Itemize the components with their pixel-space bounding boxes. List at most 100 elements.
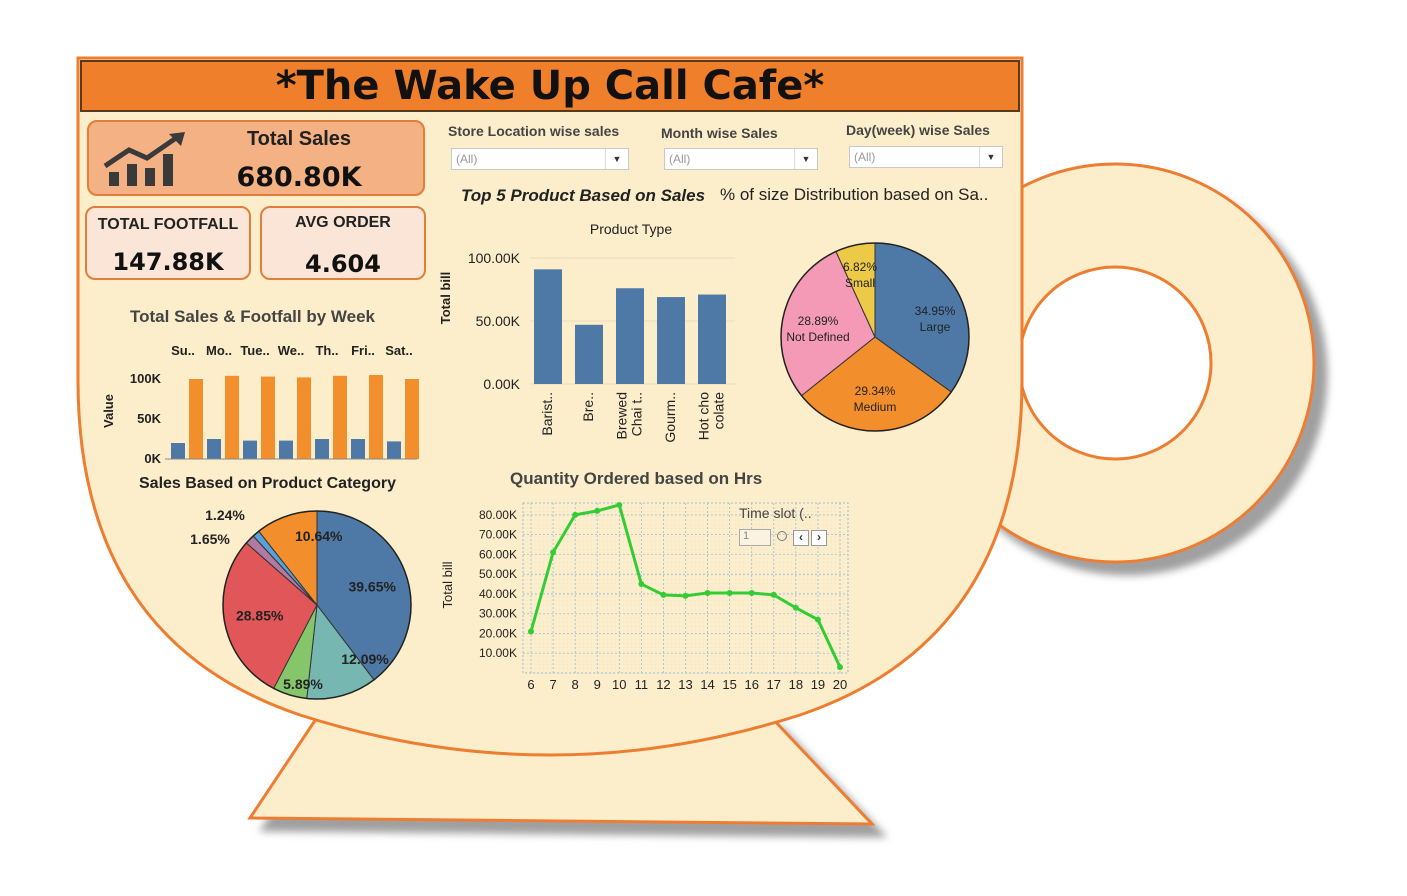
kpi-total-footfall-card: TOTAL FOOTFALL 147.88K (85, 206, 251, 280)
hourly-point (594, 507, 601, 514)
top5-bar (657, 297, 685, 384)
top5-y-axis-label: Total bill (438, 272, 453, 324)
chevron-down-icon[interactable]: ▼ (979, 147, 1002, 167)
weekly-bar (189, 379, 203, 459)
time-slot-input[interactable]: 1 (739, 529, 771, 546)
hourly-y-tick: 70.00K (479, 528, 517, 542)
hourly-point (814, 616, 821, 623)
hourly-x-tick: 11 (635, 677, 649, 692)
top5-bar-chart: Product Type Total bill 100.00K 50.00K 0.00K… (438, 221, 735, 443)
size-pie-pct: 29.34% (855, 384, 896, 398)
weekly-bar (387, 441, 401, 459)
weekly-x-tick: Sat.. (385, 343, 412, 358)
dashboard-title-bar: *The Wake Up Call Cafe* (80, 60, 1020, 112)
chevron-down-icon[interactable]: ▼ (794, 149, 817, 169)
kpi-avg-order-label: AVG ORDER (295, 214, 391, 231)
size-pie-name: Small (845, 276, 875, 290)
chevron-down-icon[interactable]: ▼ (605, 149, 628, 169)
hourly-point (528, 628, 534, 635)
hourly-x-tick: 14 (700, 677, 714, 692)
weekly-bar (405, 379, 419, 459)
size-pie-pct: 34.95% (915, 304, 956, 318)
page-title: *The Wake Up Call Cafe* (275, 63, 825, 109)
hourly-point (682, 592, 689, 599)
top5-x-tick: Chai t.. (629, 392, 645, 436)
time-slot-label: Time slot (.. (739, 505, 812, 521)
top5-bar (575, 324, 603, 384)
filter-store-location-dropdown[interactable]: (All) ▼ (451, 148, 629, 170)
category-pie-label: 28.85% (236, 608, 284, 624)
play-icon[interactable] (777, 531, 787, 541)
weekly-x-tick: Su.. (171, 343, 195, 358)
weekly-chart-title: Total Sales & Footfall by Week (130, 307, 375, 326)
top5-y-tick: 0.00K (483, 376, 520, 392)
size-pie-name: Large (920, 320, 951, 334)
hourly-point (726, 589, 733, 596)
weekly-y-tick: 100K (130, 371, 162, 386)
kpi-total-sales-label: Total Sales (246, 128, 352, 150)
size-chart-title: % of size Distribution based on Sa.. (720, 185, 989, 204)
filter-month-label: Month wise Sales (661, 125, 778, 141)
size-pie-pct: 28.89% (798, 314, 839, 328)
top5-header: Product Type (590, 221, 672, 237)
hourly-x-tick: 8 (572, 677, 579, 692)
top5-x-tick: Gourm.. (662, 392, 678, 443)
category-pie-label: 39.65% (348, 578, 396, 594)
weekly-bar (297, 377, 311, 459)
hourly-x-tick: 13 (678, 677, 692, 692)
kpi-total-sales-card: Total Sales 680.80K (87, 120, 425, 196)
top5-bar (698, 294, 726, 384)
kpi-total-sales-value: 680.80K (236, 162, 362, 193)
top5-x-tick: Barist.. (539, 392, 555, 436)
hourly-point (572, 511, 579, 518)
weekly-x-tick: We.. (278, 343, 305, 358)
hourly-x-tick: 10 (612, 677, 626, 692)
hourly-point (638, 581, 645, 588)
top5-x-tick: Brewed (614, 392, 630, 439)
hourly-point (704, 589, 711, 596)
weekly-bar (333, 375, 347, 459)
top5-y-tick: 50.00K (476, 313, 521, 329)
weekly-bar (243, 440, 257, 459)
weekly-y-tick: 0K (144, 451, 161, 465)
hourly-y-tick: 20.00K (479, 626, 517, 640)
hourly-x-tick: 17 (767, 677, 781, 692)
category-pie-label: 12.09% (341, 651, 389, 667)
kpi-avg-order-value: 4.604 (305, 250, 381, 278)
top5-bar (534, 269, 562, 384)
weekly-x-tick: Tue.. (240, 343, 269, 358)
filter-month-value: (All) (669, 152, 691, 166)
hourly-y-tick: 80.00K (479, 508, 517, 522)
category-pie-label: 1.65% (190, 531, 230, 547)
filter-day-dropdown[interactable]: (All) ▼ (849, 146, 1003, 168)
kpi-total-footfall-value: 147.88K (112, 248, 224, 276)
hourly-x-tick: 18 (789, 677, 803, 692)
filter-day-value: (All) (854, 150, 876, 164)
hourly-x-tick: 6 (527, 677, 534, 692)
filter-day-label: Day(week) wise Sales (846, 122, 990, 138)
category-pie-outline (222, 510, 412, 700)
weekly-bar (225, 375, 239, 459)
hourly-x-tick: 15 (722, 677, 736, 692)
top5-x-tick: Bre.. (580, 392, 596, 422)
top5-y-tick: 100.00K (468, 250, 521, 266)
size-pie-name: Not Defined (786, 330, 849, 344)
filter-month-dropdown[interactable]: (All) ▼ (664, 148, 818, 170)
weekly-bar (369, 375, 383, 459)
filter-store-location-value: (All) (456, 152, 478, 166)
bar-chart-trend-icon (103, 132, 185, 186)
kpi-avg-order-card: AVG ORDER 4.604 (260, 206, 426, 280)
weekly-x-tick: Th.. (315, 343, 338, 358)
next-icon[interactable]: › (811, 530, 827, 546)
hourly-point (748, 589, 755, 596)
hourly-y-tick: 40.00K (479, 587, 517, 601)
hourly-line-chart: 80.00K 70.00K 60.00K 50.00K 40.00K 30.00K 20.0… (440, 501, 849, 692)
hourly-x-tick: 20 (833, 677, 847, 692)
category-pie-chart: 39.65% 12.09% 5.89% 28.85% 1.65% 1.24% 10.64% (190, 507, 412, 700)
previous-icon[interactable]: ‹ (793, 530, 809, 546)
hourly-point (792, 604, 799, 611)
category-chart-title: Sales Based on Product Category (139, 475, 396, 492)
size-pie-name: Medium (854, 400, 897, 414)
hourly-point (770, 591, 777, 598)
hourly-x-tick: 16 (744, 677, 758, 692)
